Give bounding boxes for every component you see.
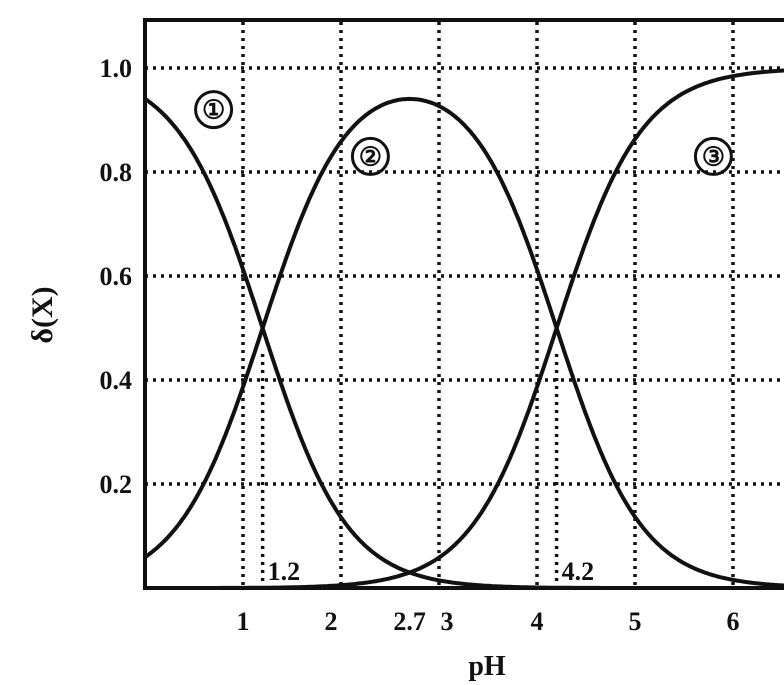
curves (143, 68, 784, 590)
x-tick-label: 2.7 (393, 607, 426, 636)
curve-label-circle-3 (693, 136, 733, 176)
x-tick-label: 4 (531, 607, 544, 636)
curve-label-3: ③ (702, 142, 725, 171)
x-tick-label: 2 (325, 607, 338, 636)
y-tick-label: 1.0 (100, 54, 133, 83)
series-line-2 (143, 96, 784, 588)
annotation-label: 1.2 (268, 557, 301, 586)
y-tick-label: 0.4 (100, 366, 133, 395)
x-tick-label: 6 (727, 607, 740, 636)
series-line-3 (145, 68, 784, 590)
plot-frame (143, 18, 784, 590)
y-axis-label: δ(X) (26, 286, 59, 343)
y-tick-label: 0.6 (100, 262, 133, 291)
y-tick-label: 0.8 (100, 158, 133, 187)
x-tick-label: 3 (441, 607, 454, 636)
axis-ticks: 1 2 2.7 3 4 5 6 0.2 0.4 0.6 0.8 1.0 1.2 4.2 (100, 54, 740, 636)
x-tick-label: 1 (237, 607, 250, 636)
series-line-1 (143, 97, 784, 590)
curve-labels: ① ② ③ (194, 90, 733, 176)
curve-label-2: ② (359, 142, 382, 171)
x-tick-label: 5 (629, 607, 642, 636)
annotation-label: 4.2 (562, 557, 595, 586)
curve-label-1: ① (202, 96, 225, 125)
grid (145, 22, 784, 588)
curve-label-circle-2 (350, 136, 390, 176)
x-axis-label: pH (468, 651, 506, 682)
curve-label-circle-1 (194, 90, 234, 130)
y-tick-label: 0.2 (100, 470, 133, 499)
